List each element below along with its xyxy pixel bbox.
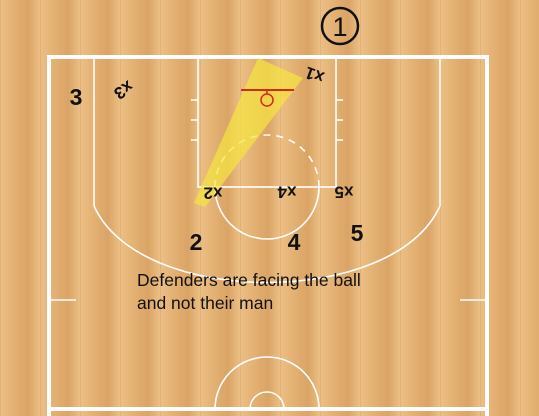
defender-x2: x2 — [204, 184, 223, 203]
offense-player-2: 2 — [190, 229, 203, 255]
offense-player-4: 4 — [288, 229, 301, 255]
defender-vision-cone — [194, 58, 303, 207]
center-circle-outer — [214, 356, 320, 410]
offense-player-1-label: 1 — [332, 12, 347, 42]
three-point-arc — [93, 205, 441, 284]
caption-line-2: and not their man — [137, 293, 273, 313]
ball-handler-1: 1 — [320, 6, 360, 46]
defender-x5: x5 — [335, 183, 354, 202]
offense-player-5: 5 — [351, 220, 364, 246]
caption-line-1: Defenders are facing the ball — [137, 270, 361, 290]
inner-lines — [49, 56, 487, 410]
free-throw-circle-top — [214, 134, 320, 188]
paint — [197, 56, 337, 188]
defender-x4: x4 — [277, 183, 296, 202]
center-circle-inner — [249, 391, 285, 410]
ball-handler-circle — [320, 6, 360, 46]
offense-player-3: 3 — [70, 84, 83, 110]
free-throw-circle-bottom — [214, 186, 320, 240]
rim — [260, 93, 274, 107]
